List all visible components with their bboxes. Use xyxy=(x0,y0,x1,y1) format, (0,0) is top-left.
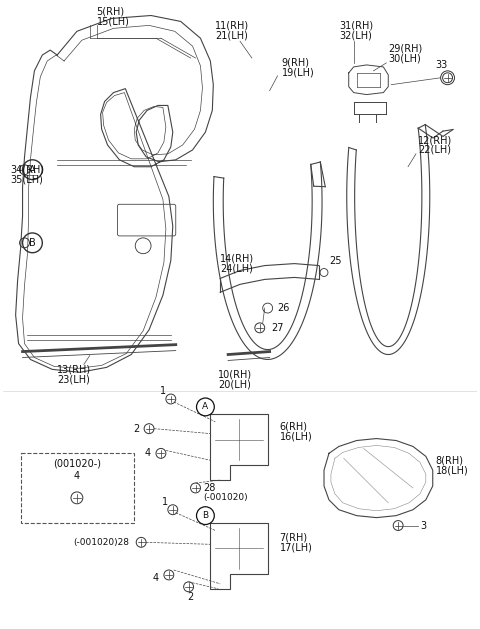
Text: 12(RH): 12(RH) xyxy=(418,135,452,145)
Text: 9(RH): 9(RH) xyxy=(281,58,310,68)
Text: B: B xyxy=(203,511,208,520)
Text: 14(RH): 14(RH) xyxy=(220,253,254,264)
Text: 27: 27 xyxy=(272,323,284,333)
Text: 5(RH): 5(RH) xyxy=(96,6,125,16)
Text: 17(LH): 17(LH) xyxy=(279,542,312,552)
Text: 24(LH): 24(LH) xyxy=(220,264,253,274)
Text: 25: 25 xyxy=(329,255,341,265)
Text: 11(RH): 11(RH) xyxy=(215,20,249,30)
Text: 19(LH): 19(LH) xyxy=(281,68,314,78)
Text: A: A xyxy=(29,165,36,175)
Text: 4: 4 xyxy=(74,471,80,481)
Text: A: A xyxy=(203,403,208,411)
Text: 28: 28 xyxy=(204,483,216,493)
Text: (-001020): (-001020) xyxy=(204,493,248,503)
Text: 20(LH): 20(LH) xyxy=(218,379,251,389)
Text: 8(RH): 8(RH) xyxy=(436,455,464,465)
Text: 15(LH): 15(LH) xyxy=(96,16,130,26)
Text: 2: 2 xyxy=(188,592,194,602)
Text: (001020-): (001020-) xyxy=(53,459,101,468)
Text: 29(RH): 29(RH) xyxy=(388,43,422,53)
Text: 35(LH): 35(LH) xyxy=(11,175,44,184)
Text: 23(LH): 23(LH) xyxy=(57,374,90,384)
Text: 30(LH): 30(LH) xyxy=(388,53,421,63)
Text: 33: 33 xyxy=(436,60,448,70)
Text: 2: 2 xyxy=(133,424,139,433)
Text: 18(LH): 18(LH) xyxy=(436,465,468,475)
Text: 31(RH): 31(RH) xyxy=(339,20,373,30)
Text: 26: 26 xyxy=(277,303,290,313)
Text: 22(LH): 22(LH) xyxy=(418,145,451,155)
Text: 34(RH): 34(RH) xyxy=(11,165,45,175)
Text: 32(LH): 32(LH) xyxy=(339,30,372,40)
Text: 7(RH): 7(RH) xyxy=(279,532,308,542)
Text: 10(RH): 10(RH) xyxy=(218,369,252,379)
Text: 4: 4 xyxy=(145,448,151,459)
Text: 4: 4 xyxy=(153,573,159,583)
Text: 1: 1 xyxy=(160,386,166,396)
Text: 3: 3 xyxy=(420,521,426,530)
Text: 6(RH): 6(RH) xyxy=(279,421,308,431)
Text: 13(RH): 13(RH) xyxy=(57,364,91,374)
Text: 16(LH): 16(LH) xyxy=(279,431,312,442)
Text: 21(LH): 21(LH) xyxy=(216,30,249,40)
Text: (-001020)28: (-001020)28 xyxy=(73,538,129,547)
Text: B: B xyxy=(29,238,36,248)
Text: 1: 1 xyxy=(162,497,168,507)
